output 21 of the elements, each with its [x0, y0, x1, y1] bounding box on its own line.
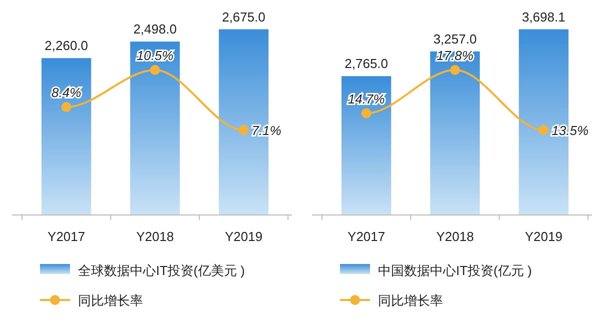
data-label: 2,675.0: [222, 9, 266, 24]
x-tick-label: Y2019: [224, 229, 262, 244]
data-label: 10.5%: [136, 48, 174, 63]
data-label: 17.8%: [436, 48, 474, 63]
x-tick-label: Y2018: [436, 229, 474, 244]
data-label: 3,698.1: [522, 9, 566, 24]
x-tick-label: Y2018: [136, 229, 174, 244]
legend-label: 中国数据中心IT投资(亿元 ): [378, 263, 532, 278]
x-tick-label: Y2017: [348, 229, 386, 244]
data-label: 3,257.0: [433, 31, 477, 46]
legend-label: 同比增长率: [78, 293, 143, 308]
data-label: 2,260.0: [44, 38, 88, 54]
data-label: 14.7%: [348, 91, 385, 106]
data-label: 13.5%: [552, 123, 589, 138]
data-label: 2,765.0: [344, 56, 388, 72]
legend-label: 同比增长率: [378, 293, 443, 308]
x-tick-label: Y2017: [48, 229, 86, 244]
data-label: 8.4%: [52, 85, 82, 100]
legend-label: 全球数据中心IT投资(亿美元 ): [78, 263, 245, 278]
x-tick-label: Y2019: [524, 229, 562, 244]
data-label: 2,498.0: [133, 22, 177, 37]
